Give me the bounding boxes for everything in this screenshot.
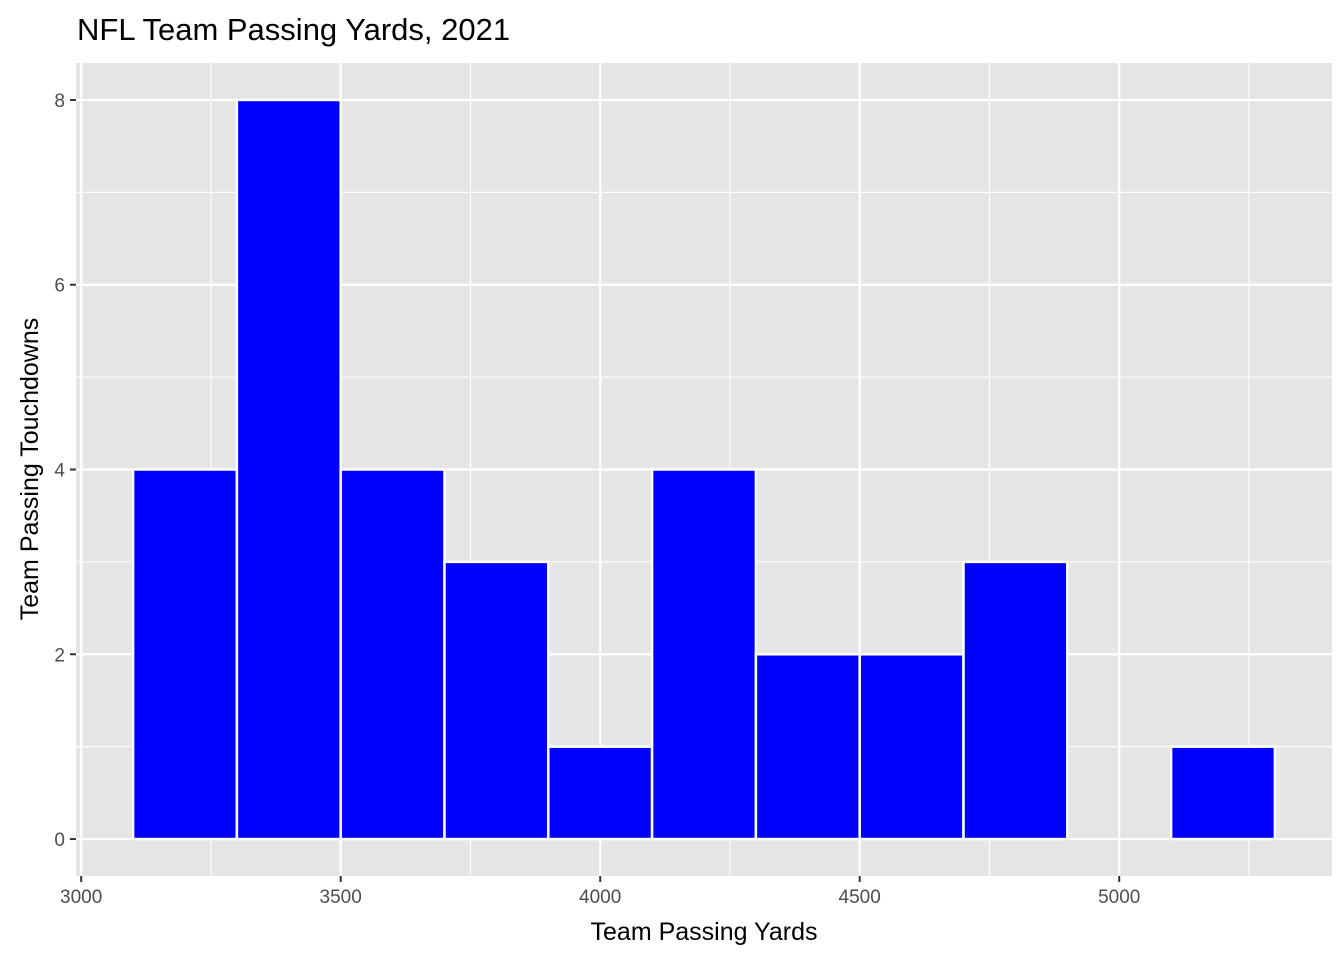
histogram-bar [650,468,758,841]
y-tick-label: 4 [54,461,65,482]
x-axis: 3000 3500 4000 4500 5000 [60,876,1140,908]
y-axis: 0 2 4 6 8 [54,91,76,851]
x-axis-label: Team Passing Yards [591,918,818,946]
histogram-bar [339,468,446,841]
y-axis-label: Team Passing Touchdowns [16,318,44,621]
y-tick-label: 8 [54,91,65,112]
histogram-bar [235,98,342,841]
histogram-bar [754,653,861,841]
x-tick-label: 4000 [579,887,621,908]
y-tick-label: 0 [54,830,65,851]
histogram-bar [547,745,654,841]
x-tick-label: 3000 [60,887,102,908]
y-tick-label: 6 [54,276,65,297]
histogram-bar [962,560,1069,841]
x-tick-label: 4500 [839,887,881,908]
histogram-bars [131,98,1277,841]
x-tick-label: 5000 [1098,887,1140,908]
chart-title: NFL Team Passing Yards, 2021 [77,12,510,47]
histogram-bar [131,468,239,841]
histogram-bar [858,653,965,841]
x-tick-label: 3500 [320,887,362,908]
histogram-bar [1169,745,1277,841]
y-tick-label: 2 [54,645,65,666]
histogram-bar [443,560,550,841]
